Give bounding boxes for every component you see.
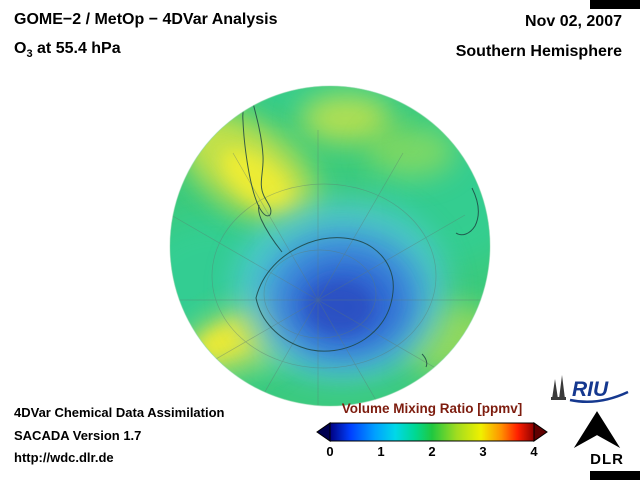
colorbar-title: Volume Mixing Ratio [ppmv] xyxy=(341,401,523,416)
date-label: Nov 02, 2007 xyxy=(525,13,622,30)
ozone-field xyxy=(170,86,490,406)
header-left: GOME−2 / MetOp − 4DVar Analysis O3 at 55… xyxy=(14,10,278,64)
page-title: GOME−2 / MetOp − 4DVar Analysis xyxy=(14,11,278,28)
dlr-text: DLR xyxy=(590,451,624,468)
top-right-black-bar xyxy=(590,0,640,9)
hemisphere-label: Southern Hemisphere xyxy=(455,43,622,60)
coastlines xyxy=(242,90,479,368)
footer-left: 4DVar Chemical Data Assimilation SACADA … xyxy=(14,402,225,470)
colorbar-gradient xyxy=(316,422,548,442)
colorbar-right-arrow xyxy=(533,422,548,442)
riu-logo-graphic: RIU xyxy=(551,375,629,403)
subtitle-subscript: 3 xyxy=(26,48,33,61)
tick-4: 4 xyxy=(530,444,538,459)
url-label: http://wdc.dlr.de xyxy=(14,450,114,465)
dlr-logo: DLR xyxy=(566,410,628,468)
bottom-right-black-bar xyxy=(590,471,640,480)
subtitle-element: O xyxy=(14,40,27,57)
ozone-hole xyxy=(233,198,449,382)
graticule xyxy=(170,130,488,406)
tick-2: 2 xyxy=(428,444,436,459)
colorbar: Volume Mixing Ratio [ppmv] xyxy=(316,401,548,460)
page-subtitle: O3 at 55.4 hPa xyxy=(14,39,278,64)
colorbar-ticks: 0 1 2 3 4 xyxy=(316,444,548,460)
dlr-emblem-icon xyxy=(573,411,621,448)
hemisphere-map xyxy=(169,85,491,407)
assimilation-label: 4DVar Chemical Data Assimilation xyxy=(14,405,225,420)
version-label: SACADA Version 1.7 xyxy=(14,427,142,443)
subtitle-level: at 55.4 hPa xyxy=(32,40,121,57)
globe-limb xyxy=(169,85,491,407)
tick-0: 0 xyxy=(326,444,334,459)
tick-3: 3 xyxy=(479,444,487,459)
riu-swoosh xyxy=(569,390,629,403)
riu-logo: RIU xyxy=(548,372,632,404)
riu-text: RIU xyxy=(572,378,609,401)
cathedral-icon xyxy=(551,375,566,400)
header-right: Nov 02, 2007 Southern Hemisphere xyxy=(456,12,622,61)
tick-1: 1 xyxy=(377,444,385,459)
colorbar-left-arrow xyxy=(316,422,331,442)
